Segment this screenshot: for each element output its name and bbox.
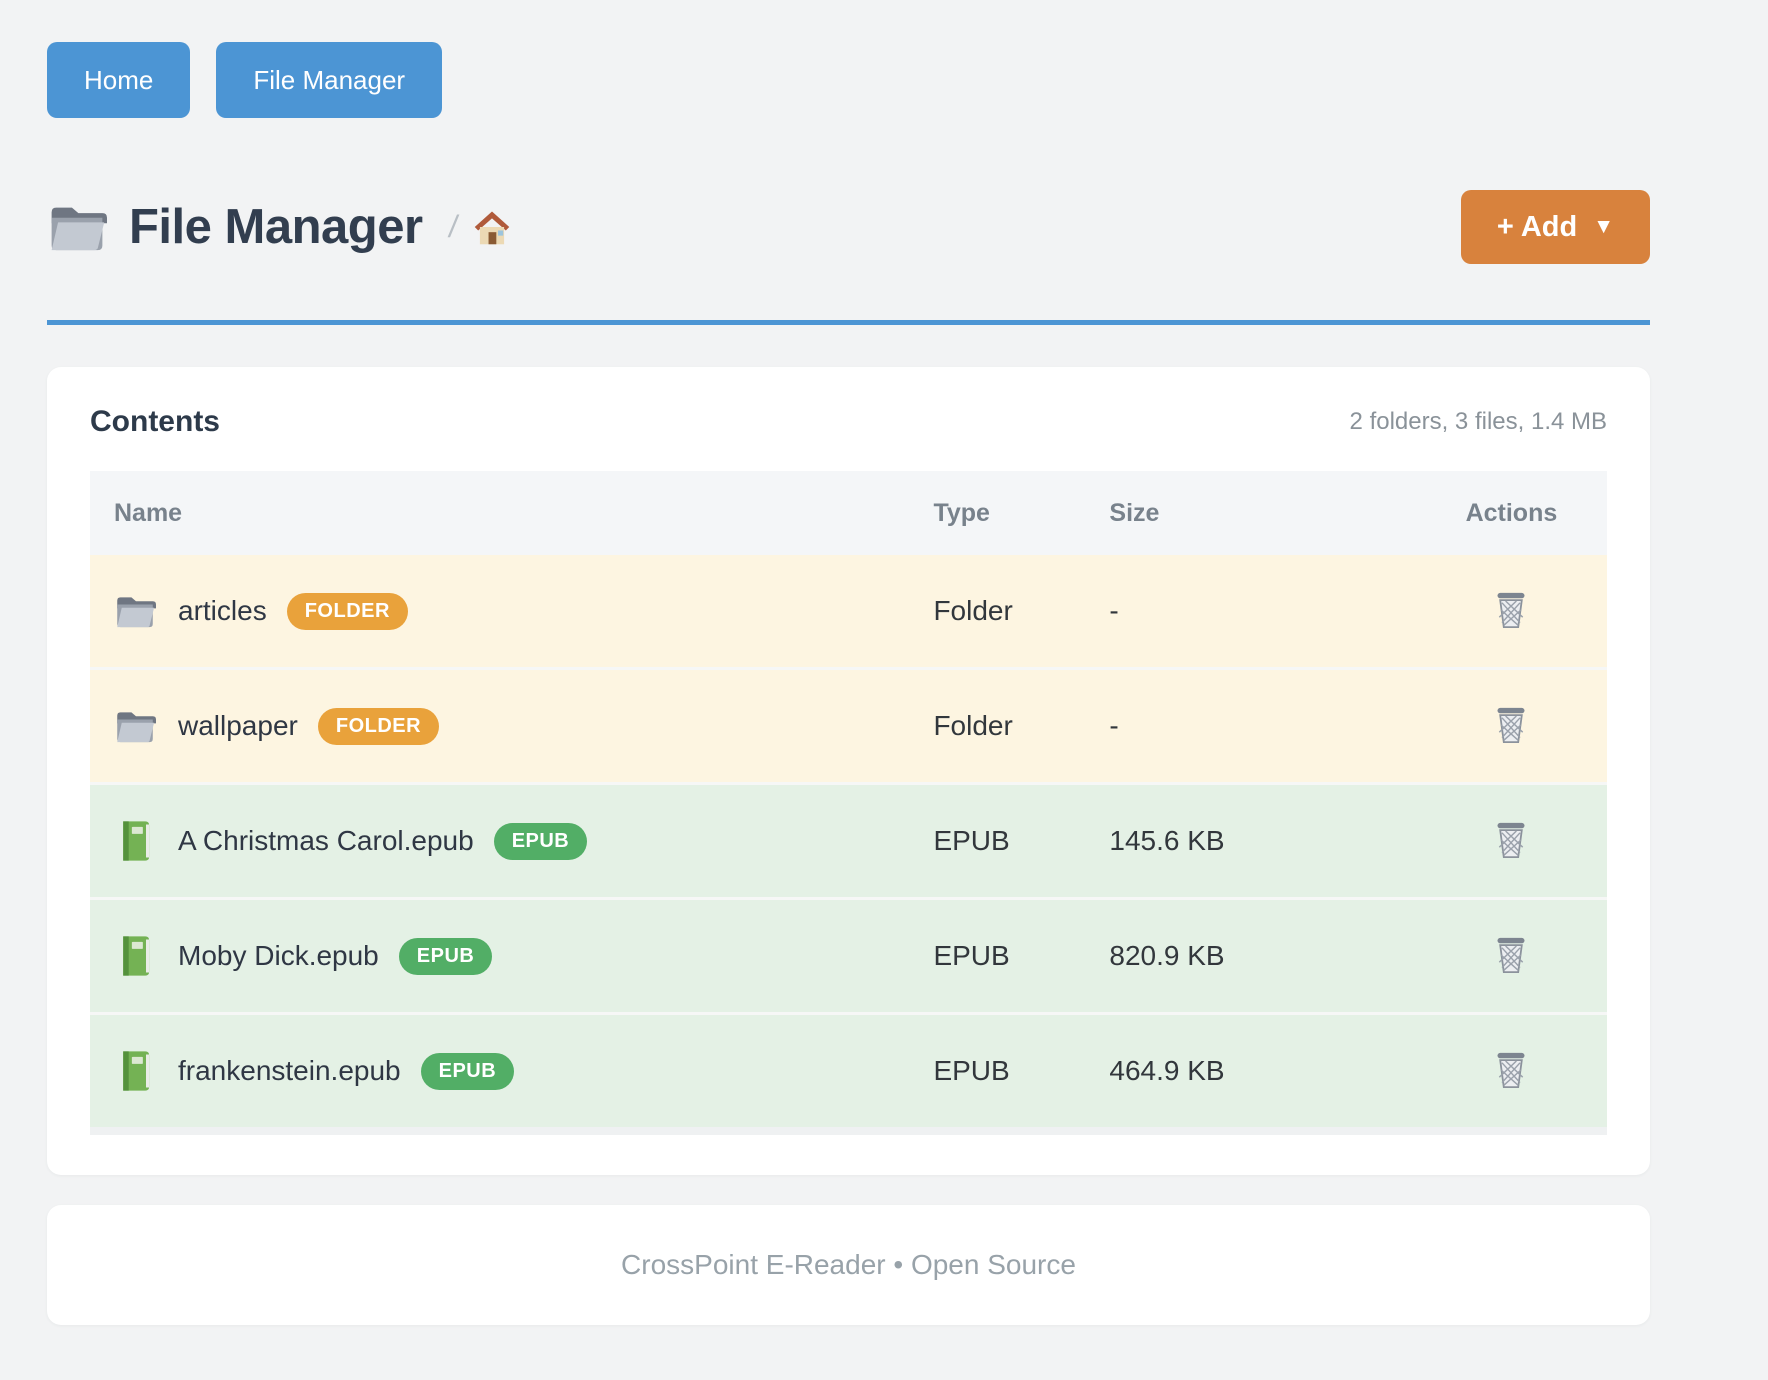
breadcrumb: / — [446, 208, 512, 246]
size-cell: - — [1109, 595, 1119, 626]
file-name[interactable]: wallpaper — [178, 710, 298, 741]
table-header-row: Name Type Size Actions — [90, 471, 1607, 555]
book-icon — [123, 936, 150, 976]
type-badge: FOLDER — [317, 707, 440, 745]
file-manager-page: Home File Manager File Manager / + Add ▼… — [47, 0, 1650, 1325]
delete-button[interactable] — [1485, 1046, 1537, 1097]
type-cell: Folder — [933, 595, 1013, 626]
folder-icon — [117, 712, 156, 743]
home-button[interactable]: Home — [47, 42, 191, 118]
column-header-name: Name — [114, 498, 183, 527]
type-badge: EPUB — [493, 822, 588, 860]
home-icon[interactable] — [473, 208, 511, 246]
header-divider — [47, 320, 1650, 325]
file-name[interactable]: Moby Dick.epub — [178, 940, 379, 971]
delete-button[interactable] — [1485, 816, 1537, 867]
type-cell: EPUB — [933, 940, 1010, 971]
contents-card: Contents 2 folders, 3 files, 1.4 MB Name… — [47, 367, 1650, 1175]
type-badge: EPUB — [420, 1052, 515, 1090]
type-cell: EPUB — [933, 825, 1010, 856]
chevron-down-icon: ▼ — [1593, 215, 1614, 238]
book-icon — [123, 1051, 150, 1091]
type-badge: EPUB — [398, 937, 493, 975]
column-header-type: Type — [933, 498, 990, 527]
footer-text: CrossPoint E-Reader • Open Source — [621, 1249, 1076, 1280]
contents-card-header: Contents 2 folders, 3 files, 1.4 MB — [90, 405, 1607, 439]
type-cell: Folder — [933, 710, 1013, 741]
delete-button[interactable] — [1485, 701, 1537, 752]
file-name[interactable]: A Christmas Carol.epub — [178, 825, 474, 856]
contents-summary: 2 folders, 3 files, 1.4 MB — [1349, 408, 1607, 435]
breadcrumb-separator: / — [446, 209, 460, 244]
footer: CrossPoint E-Reader • Open Source — [47, 1205, 1650, 1325]
size-cell: 820.9 KB — [1109, 940, 1225, 971]
table-row[interactable]: Moby Dick.epub EPUB EPUB 820.9 KB — [90, 897, 1607, 1012]
size-cell: 145.6 KB — [1109, 825, 1225, 856]
column-header-actions: Actions — [1465, 498, 1558, 527]
contents-heading: Contents — [90, 405, 220, 438]
trash-icon — [1497, 706, 1526, 743]
trash-icon — [1497, 936, 1526, 973]
type-cell: EPUB — [933, 1055, 1010, 1086]
file-name[interactable]: articles — [178, 595, 267, 626]
file-manager-button[interactable]: File Manager — [216, 42, 443, 118]
table-row[interactable]: wallpaper FOLDER Folder - — [90, 667, 1607, 782]
size-cell: 464.9 KB — [1109, 1055, 1225, 1086]
add-button-label: + Add — [1496, 210, 1578, 243]
table-row[interactable]: frankenstein.epub EPUB EPUB 464.9 KB — [90, 1012, 1607, 1127]
type-badge: FOLDER — [286, 592, 408, 630]
size-cell: - — [1109, 710, 1119, 741]
delete-button[interactable] — [1485, 586, 1537, 637]
folder-icon — [117, 597, 156, 628]
add-button[interactable]: + Add ▼ — [1460, 190, 1650, 264]
book-icon — [123, 821, 150, 861]
delete-button[interactable] — [1485, 931, 1537, 982]
trash-icon — [1497, 1051, 1526, 1088]
column-header-size: Size — [1109, 498, 1160, 527]
table-row[interactable]: A Christmas Carol.epub EPUB EPUB 145.6 K… — [90, 782, 1607, 897]
page-title: File Manager — [129, 200, 423, 254]
top-nav: Home File Manager — [47, 0, 1650, 118]
files-table: Name Type Size Actions articles FOLDER F… — [90, 471, 1607, 1135]
page-header: File Manager / + Add ▼ — [47, 190, 1650, 264]
file-name[interactable]: frankenstein.epub — [178, 1055, 401, 1086]
table-row[interactable]: articles FOLDER Folder - — [90, 555, 1607, 667]
folder-icon — [51, 207, 107, 251]
trash-icon — [1497, 591, 1526, 628]
trash-icon — [1497, 821, 1526, 858]
